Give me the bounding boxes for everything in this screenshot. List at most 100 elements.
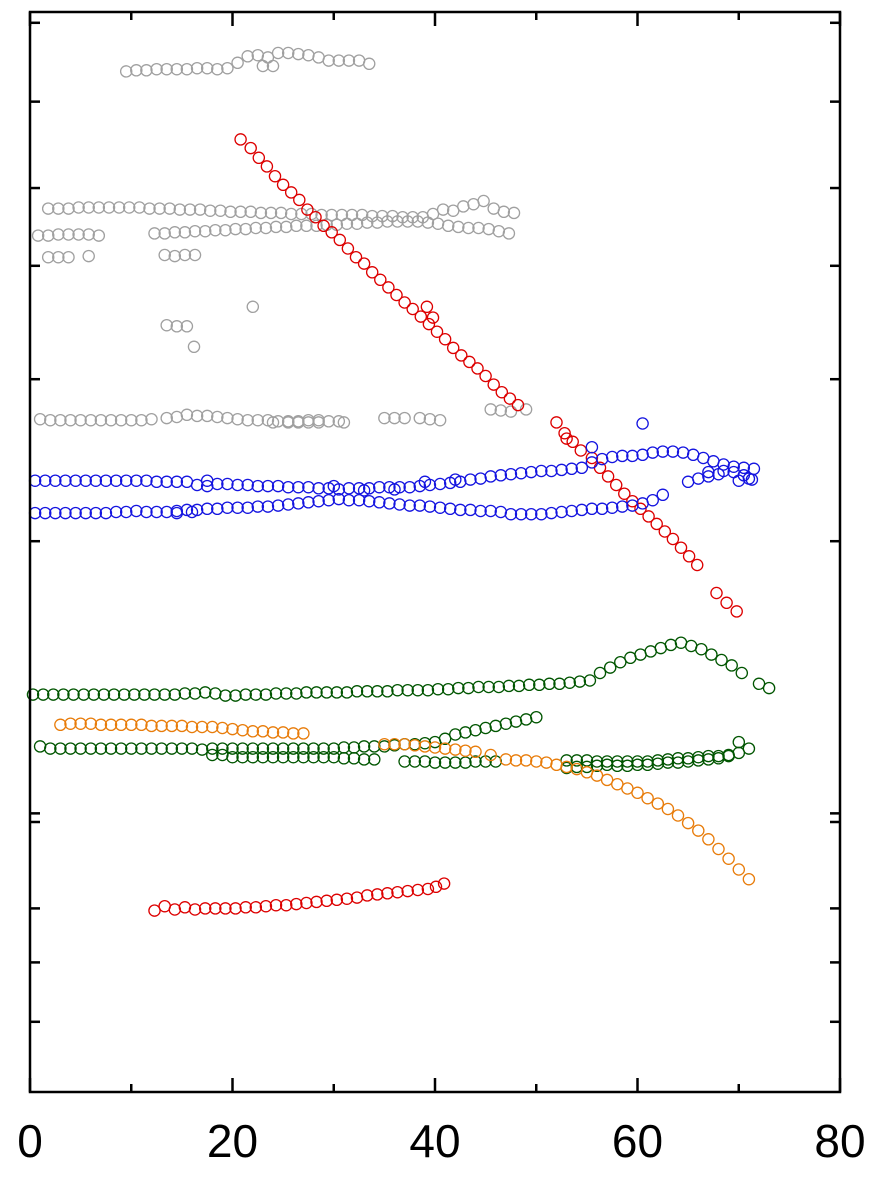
data-point [170, 506, 184, 520]
data-point [62, 250, 75, 264]
data-point [133, 201, 146, 214]
data-point [195, 743, 209, 756]
data-point [251, 500, 265, 513]
data-point [236, 750, 249, 764]
x-tick-label: 40 [409, 1115, 460, 1167]
data-point [214, 204, 227, 217]
data-point [259, 688, 273, 701]
data-point [717, 464, 730, 478]
data-point [429, 880, 443, 894]
data-point [170, 62, 184, 76]
data-point [676, 446, 690, 459]
data-point [330, 686, 344, 699]
data-point [231, 56, 244, 70]
data-point [117, 688, 131, 701]
data-point [31, 229, 45, 242]
data-point [575, 461, 589, 475]
data-point [67, 688, 80, 701]
data-point [260, 160, 274, 173]
data-point [438, 332, 452, 346]
data-point [484, 748, 497, 762]
data-point [642, 510, 655, 523]
data-point [671, 809, 685, 822]
data-point [320, 894, 333, 908]
data-point [77, 688, 90, 701]
data-point [104, 742, 118, 755]
data-point [59, 506, 72, 520]
data-point [522, 678, 536, 692]
data-point [322, 54, 335, 67]
data-point [373, 496, 386, 509]
data-point [279, 898, 293, 912]
data-point [259, 899, 273, 913]
data-point [114, 718, 128, 732]
data-point [206, 748, 219, 762]
data-point [38, 506, 52, 520]
data-point [497, 205, 511, 219]
data-point [421, 882, 435, 896]
data-point [72, 228, 85, 241]
data-point [252, 151, 266, 165]
data-point [140, 64, 153, 77]
plot-frame [28, 10, 842, 1094]
data-point [641, 791, 654, 805]
data-point [190, 409, 204, 423]
data-point [398, 755, 411, 768]
data-point [682, 550, 696, 563]
data-point [317, 750, 330, 764]
data-point [143, 202, 156, 215]
data-point [160, 475, 173, 489]
data-point [482, 222, 495, 236]
data-point [180, 62, 194, 76]
data-point [241, 501, 254, 514]
data-point [119, 65, 133, 78]
data-point [631, 758, 644, 772]
data-point [413, 411, 427, 425]
data-point [256, 59, 270, 73]
data-point [163, 202, 176, 215]
data-point [360, 889, 374, 902]
data-point [383, 497, 396, 510]
data-point [462, 681, 475, 695]
data-point [484, 403, 497, 416]
data-point [33, 412, 47, 426]
data-point [433, 477, 447, 491]
data-point [563, 676, 576, 689]
data-point [593, 666, 607, 680]
data-point [495, 385, 509, 399]
data-point [256, 725, 270, 738]
data-point [658, 525, 672, 538]
data-point [492, 680, 506, 694]
data-point [373, 480, 386, 494]
data-point [92, 229, 106, 242]
data-point [368, 753, 381, 766]
data-point [261, 500, 275, 513]
data-point [742, 742, 756, 755]
data-point [469, 745, 482, 759]
data-point [489, 719, 502, 733]
data-point [170, 410, 184, 424]
data-point [216, 742, 229, 755]
data-point [109, 505, 123, 519]
data-point [244, 205, 257, 219]
data-point [188, 224, 202, 238]
data-point [168, 688, 182, 701]
data-point [692, 472, 705, 485]
data-point [287, 727, 300, 740]
data-point [89, 474, 103, 487]
data-point [618, 487, 631, 500]
data-point [507, 206, 521, 220]
data-point [279, 220, 293, 234]
data-point [84, 413, 98, 427]
data-point [413, 499, 427, 512]
data-point [350, 891, 364, 904]
data-point [494, 505, 508, 519]
data-point [221, 61, 234, 75]
data-point [464, 473, 477, 486]
data-point [681, 475, 695, 489]
data-point [188, 248, 202, 262]
data-point [125, 718, 138, 732]
x-tick-label: 0 [17, 1115, 43, 1167]
data-point [234, 133, 247, 146]
data-point [266, 742, 280, 755]
